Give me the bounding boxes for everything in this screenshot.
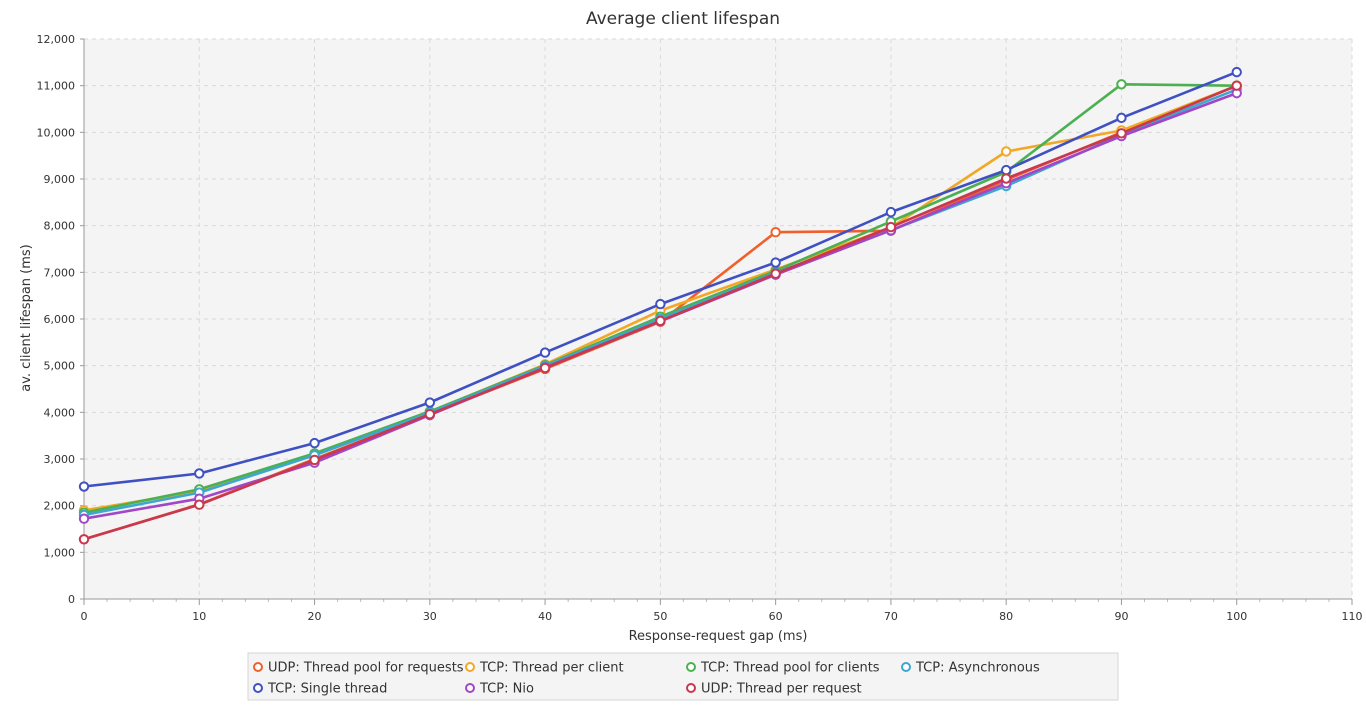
- y-tick-label: 10,000: [37, 126, 76, 139]
- x-tick-label: 60: [769, 610, 783, 623]
- x-axis-label: Response-request gap (ms): [629, 629, 808, 644]
- legend-label: TCP: Thread per client: [479, 661, 624, 676]
- x-tick-label: 80: [999, 610, 1013, 623]
- data-point: [770, 257, 781, 268]
- data-point: [1116, 128, 1127, 139]
- data-point: [770, 227, 781, 238]
- y-tick-label: 2,000: [44, 500, 76, 513]
- data-point: [655, 298, 666, 310]
- legend-marker: [253, 662, 263, 672]
- y-tick-label: 1,000: [44, 546, 76, 559]
- data-point: [78, 513, 90, 524]
- legend-box: [247, 652, 1119, 701]
- data-point: [539, 347, 551, 358]
- legend-marker: [253, 683, 263, 693]
- data-point: [194, 499, 205, 510]
- y-tick-label: 5,000: [44, 360, 76, 373]
- y-tick-label: 4,000: [44, 406, 76, 419]
- legend-marker: [465, 662, 475, 672]
- legend-marker: [465, 683, 475, 693]
- x-tick-label: 0: [81, 610, 88, 623]
- legend-item: UDP: Thread per request: [686, 682, 862, 697]
- data-point: [424, 397, 436, 408]
- data-point: [655, 315, 666, 327]
- y-tick-label: 11,000: [37, 80, 76, 93]
- y-tick-label: 6,000: [44, 313, 76, 326]
- data-point: [1116, 112, 1127, 124]
- data-point: [78, 481, 90, 492]
- legend-label: TCP: Nio: [479, 682, 534, 697]
- y-tick-label: 9,000: [44, 173, 76, 186]
- data-point: [539, 362, 551, 374]
- legend-marker: [686, 662, 696, 672]
- legend-item: TCP: Thread per client: [465, 661, 624, 676]
- legend-label: TCP: Thread pool for clients: [700, 661, 880, 676]
- legend-label: UDP: Thread pool for requests: [268, 661, 464, 676]
- y-tick-label: 7,000: [44, 266, 76, 279]
- x-tick-label: 50: [653, 610, 667, 623]
- legend-label: UDP: Thread per request: [701, 682, 862, 697]
- legend-item: TCP: Thread pool for clients: [686, 661, 880, 676]
- x-tick-label: 70: [884, 610, 898, 623]
- axes: 0 1,000 2,000 3,000 4,000 5,000 6,000 7,000 8,00…: [37, 33, 1363, 623]
- data-point: [885, 206, 897, 218]
- data-point: [309, 437, 320, 449]
- data-point: [770, 268, 781, 279]
- chart-title: Average client lifespan: [586, 9, 780, 29]
- legend-marker: [901, 662, 911, 672]
- y-tick-label: 3,000: [44, 453, 76, 466]
- legend-item: UDP: Thread pool for requests: [253, 661, 464, 676]
- x-tick-label: 10: [192, 610, 206, 623]
- legend-item: TCP: Nio: [465, 682, 534, 697]
- legend-item: TCP: Single thread: [253, 682, 387, 697]
- series-group: [78, 80, 1242, 545]
- x-tick-label: 30: [423, 610, 437, 623]
- legend-marker: [686, 683, 696, 693]
- data-point: [1000, 173, 1012, 184]
- data-point: [1000, 146, 1012, 157]
- legend: UDP: Thread pool for requests TCP: Thread…: [247, 652, 1119, 701]
- y-axis-label: av. client lifespan (ms): [19, 244, 34, 392]
- data-point: [424, 409, 436, 420]
- x-tick-label: 90: [1114, 610, 1128, 623]
- y-tick-label: 0: [68, 593, 75, 606]
- data-point: [1116, 79, 1127, 90]
- data-point: [885, 221, 897, 233]
- legend-label: TCP: Asynchronous: [915, 661, 1040, 676]
- data-point: [78, 534, 90, 545]
- data-point: [1231, 80, 1242, 91]
- series-layer: [78, 66, 1242, 545]
- data-point: [194, 468, 205, 479]
- legend-item: TCP: Asynchronous: [901, 661, 1040, 676]
- data-point: [1231, 66, 1242, 78]
- x-tick-label: 110: [1342, 610, 1363, 623]
- x-tick-label: 40: [538, 610, 552, 623]
- x-tick-label: 20: [308, 610, 322, 623]
- y-tick-label: 8,000: [44, 220, 76, 233]
- y-tick-label: 12,000: [37, 33, 76, 46]
- legend-label: TCP: Single thread: [267, 682, 387, 697]
- x-tick-label: 100: [1226, 610, 1247, 623]
- data-point: [1000, 164, 1012, 176]
- data-point: [309, 454, 320, 466]
